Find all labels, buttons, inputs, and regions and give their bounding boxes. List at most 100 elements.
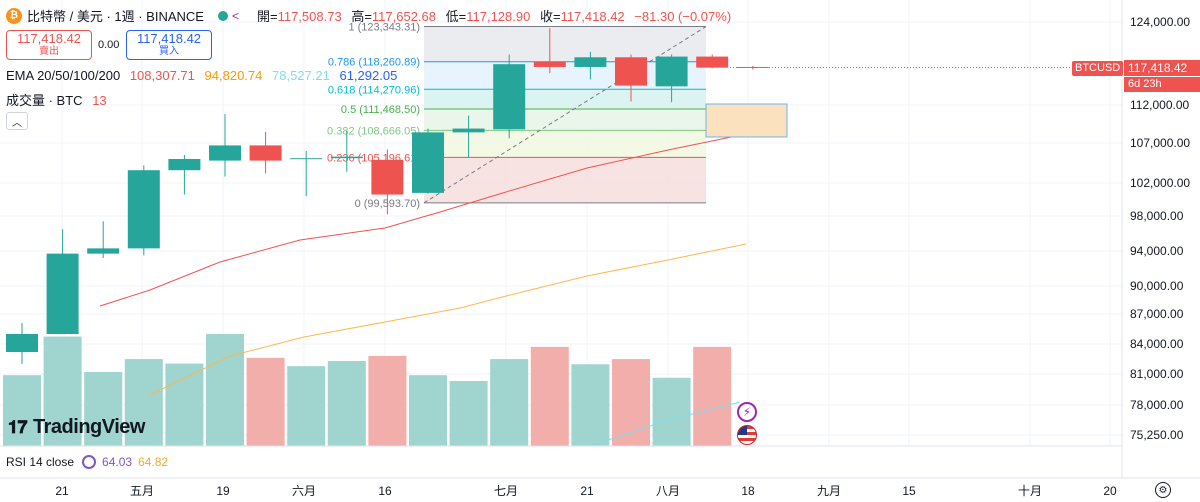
candle-body: [249, 145, 282, 161]
price-tick-label: 78,000.00: [1130, 398, 1184, 412]
price-tick-label: 98,000.00: [1130, 209, 1184, 223]
volume-bar: [124, 359, 163, 446]
bar-countdown-tag: 6d 23h: [1124, 77, 1200, 92]
time-tick-label: 七月: [494, 484, 518, 498]
candle-body: [290, 158, 323, 160]
rsi-legend[interactable]: RSI 14 close 64.03 64.82: [6, 455, 168, 469]
time-tick-label: 八月: [656, 484, 680, 498]
ema-20-value: 108,307.71: [129, 68, 195, 83]
buy-button[interactable]: 117,418.42 買入: [126, 30, 212, 60]
buy-price: 117,418.42: [136, 31, 202, 46]
ema-100-value: 78,527.21: [272, 68, 330, 83]
rsi-ma-value: 64.82: [138, 455, 169, 469]
candle[interactable]: [493, 54, 526, 139]
lightning-icon[interactable]: ⚡: [737, 402, 757, 422]
symbol-title[interactable]: 比特幣 / 美元 · 1週 · BINANCE: [27, 9, 204, 24]
candle[interactable]: [6, 323, 38, 364]
collapse-legend-button[interactable]: ︿: [6, 112, 28, 130]
candle[interactable]: [412, 128, 444, 194]
chevron-up-icon: ︿: [12, 117, 22, 129]
ema-20-line[interactable]: [99, 133, 747, 307]
candle[interactable]: [209, 114, 241, 177]
volume-bar: [246, 357, 285, 446]
candle[interactable]: [655, 54, 688, 103]
fib-level-label: 0.5 (111,468.50): [341, 104, 420, 116]
price-tick-label: 84,000.00: [1130, 337, 1184, 351]
rsi-value: 64.03: [102, 455, 133, 469]
close-value: 117,418.42: [560, 9, 625, 24]
time-tick-label: 六月: [292, 484, 316, 498]
volume-bar: [3, 375, 41, 446]
candle[interactable]: [330, 130, 363, 172]
candle-body: [6, 334, 38, 352]
candle-body: [127, 170, 160, 249]
volume-value: 13: [92, 93, 107, 108]
volume-bar: [449, 380, 488, 446]
time-tick-label: 21: [55, 484, 69, 498]
price-tick-label: 90,000.00: [1130, 279, 1184, 293]
time-tick-label: 九月: [817, 484, 841, 498]
fib-level-label: 0.382 (108,666.05): [327, 125, 420, 137]
fib-level-label: 0.618 (114,270.96): [328, 84, 420, 96]
volume-bar: [165, 363, 204, 446]
time-tick-label: 16: [378, 484, 392, 498]
buy-label: 買入: [159, 46, 179, 57]
price-tick-label: 124,000.00: [1130, 15, 1190, 29]
candle[interactable]: [696, 54, 729, 69]
gear-icon[interactable]: ⚙: [1155, 482, 1171, 498]
candle-body: [168, 159, 201, 171]
candle[interactable]: [533, 28, 566, 74]
candle-body: [371, 159, 404, 195]
price-tick-label: 87,000.00: [1130, 307, 1184, 321]
candle-body: [736, 66, 769, 68]
candle-body: [615, 57, 647, 86]
time-tick-label: 15: [902, 484, 916, 498]
volume-bar: [84, 371, 123, 446]
candle-body: [533, 61, 566, 67]
sell-label: 賣出: [39, 46, 59, 57]
symbol-price-tag: BTCUSD: [1072, 61, 1124, 76]
share-icon[interactable]: <: [231, 8, 239, 23]
volume-legend[interactable]: 成交量 · BTC 13: [6, 90, 107, 109]
ema-50-line[interactable]: [149, 243, 747, 396]
candle[interactable]: [87, 221, 120, 258]
ema-100-line[interactable]: [589, 401, 741, 447]
low-value: 117,128.90: [466, 9, 531, 24]
ohlc-values: 開=117,508.73 高=117,652.68 低=117,128.90 收…: [256, 9, 732, 24]
high-value: 117,652.68: [371, 9, 437, 24]
candle-body: [330, 156, 363, 159]
ema-legend[interactable]: EMA 20/50/100/200 108,307.71 94,820.74 7…: [6, 68, 403, 83]
price-tick-label: 81,000.00: [1130, 367, 1184, 381]
candle[interactable]: [615, 54, 647, 102]
volume-bar: [409, 375, 447, 446]
sell-button[interactable]: 117,418.42 賣出: [6, 30, 92, 60]
candle-body: [655, 56, 688, 87]
candle[interactable]: [452, 115, 485, 158]
candle[interactable]: [127, 165, 160, 256]
rsi-settings-icon[interactable]: [82, 455, 97, 469]
price-tick-label: 102,000.00: [1130, 176, 1190, 190]
last-price-tag: 117,418.42: [1124, 60, 1200, 76]
sell-price: 117,418.42: [16, 31, 82, 46]
price-tick-label: 112,000.00: [1130, 98, 1189, 112]
time-tick-label: 20: [1103, 484, 1117, 498]
volume-bar: [571, 364, 610, 446]
projection-box[interactable]: [705, 103, 788, 138]
time-tick-label: 十月: [1018, 484, 1042, 498]
us-flag-icon[interactable]: [737, 425, 757, 445]
candle[interactable]: [168, 155, 201, 195]
rsi-label: RSI 14 close: [6, 455, 75, 469]
candle[interactable]: [46, 229, 79, 334]
fib-level-label: 0.786 (118,260.89): [328, 57, 420, 69]
candle[interactable]: [371, 149, 404, 215]
volume-bar: [693, 346, 732, 446]
tradingview-wordmark: TradingView: [33, 416, 145, 438]
candle[interactable]: [574, 51, 607, 80]
candle-body: [493, 64, 526, 130]
candle[interactable]: [290, 151, 323, 197]
candle[interactable]: [249, 131, 282, 174]
candle[interactable]: [736, 65, 769, 70]
fib-zone: [424, 89, 706, 110]
price-tick-label: 107,000.00: [1130, 136, 1190, 150]
